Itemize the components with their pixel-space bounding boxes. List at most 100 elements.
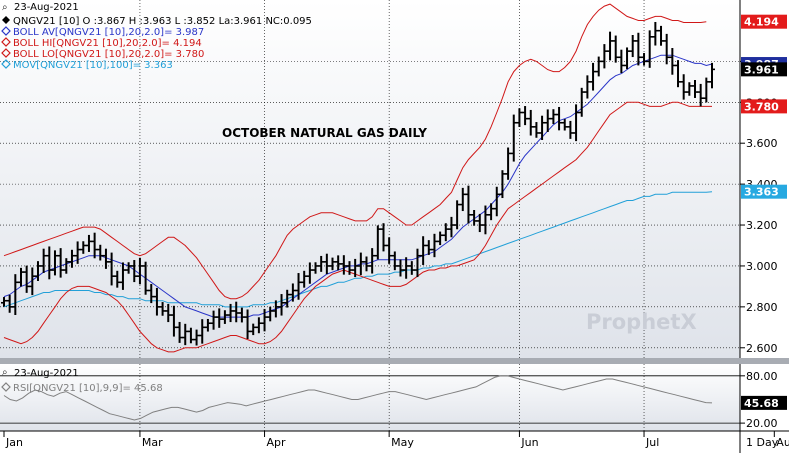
ohlc-bar <box>607 31 614 61</box>
watermark: ProphetX <box>586 310 697 334</box>
price-tick-label: 3.000 <box>746 260 778 273</box>
ohlc-bar <box>193 329 200 346</box>
ohlc-bar <box>108 252 115 286</box>
ohlc-bar <box>136 257 143 285</box>
rsi-axis-ticks: 20.00 80.00 <box>740 370 778 430</box>
price-axis[interactable]: 2.6002.8003.0003.2003.4003.6003.8004.000… <box>739 0 789 358</box>
ohlc-bar <box>119 262 126 290</box>
ohlc-bar <box>182 323 189 346</box>
ohlc-bar <box>425 240 432 255</box>
ohlc-bar <box>34 261 41 281</box>
ohlc-bar <box>386 237 393 264</box>
ohlc-bar <box>80 241 87 254</box>
ohlc-bar <box>63 258 70 274</box>
ohlc-bar <box>482 205 489 235</box>
legend-entry: RSI[QNGV21 [10],9,9]= 45.68 <box>13 383 163 394</box>
legend-entry: BOLL HI[QNGV21 [10],20,2.0]= 4.194 <box>13 38 202 49</box>
rsi-panel[interactable]: ⌕ 23-Aug-2021 RSI[QNGV21 [10],9,9]= 45.6… <box>0 364 775 431</box>
ohlc-bar <box>199 319 206 344</box>
ohlc-bar <box>658 25 665 46</box>
ohlc-bar <box>352 258 359 278</box>
ohlc-bar <box>590 62 597 91</box>
ohlc-bar <box>51 250 58 276</box>
ohlc-bar <box>652 21 659 46</box>
ohlc-bar <box>329 257 336 271</box>
month-label: Jan <box>5 436 23 449</box>
ohlc-bar <box>6 294 13 313</box>
ohlc-bar <box>573 104 580 142</box>
ohlc-bar <box>624 47 631 70</box>
rsi-legend: ⌕ 23-Aug-2021 RSI[QNGV21 [10],9,9]= 45.6… <box>1 367 163 394</box>
ohlc-bar <box>221 310 228 324</box>
ohlc-bar <box>267 306 274 322</box>
ohlc-bar <box>697 83 704 107</box>
ohlc-bar <box>114 270 121 288</box>
ohlc-bar <box>85 234 92 252</box>
rsi-tick-label: 80.00 <box>746 370 778 383</box>
ohlc-bar <box>323 253 330 275</box>
rsi-tick-label: 20.00 <box>746 417 778 430</box>
ohlc-bar <box>255 317 262 334</box>
ohlc-bar <box>522 106 529 126</box>
ohlc-bar <box>238 307 245 323</box>
diamond-icon <box>1 59 11 69</box>
svg-text:3.363: 3.363 <box>744 186 779 199</box>
time-axis[interactable]: Jan Mar Apr May Jun Jul Aug 1 Day <box>0 430 789 453</box>
ohlc-bar <box>544 109 551 133</box>
price-date-label: 23-Aug-2021 <box>14 2 79 13</box>
svg-text:3.780: 3.780 <box>744 100 779 113</box>
ohlc-bar <box>437 231 444 246</box>
ohlc-bar <box>448 216 455 238</box>
ohlc-bar <box>250 323 257 336</box>
ohlc-bar <box>567 120 574 139</box>
ohlc-bar <box>680 74 687 100</box>
ohlc-bar <box>709 62 715 89</box>
ohlc-bar <box>369 248 376 274</box>
ohlc-bar <box>74 241 81 264</box>
ohlc-bar <box>57 248 64 278</box>
ohlc-bar <box>454 200 461 230</box>
rsi-value-tag: 45.68 <box>741 395 787 410</box>
panel-separator[interactable] <box>0 358 789 364</box>
ohlc-bar <box>68 249 75 268</box>
price-tick-label: 3.200 <box>746 219 778 232</box>
ohlc-bar <box>391 251 398 271</box>
rsi-axis[interactable]: 20.00 80.00 45.68 <box>739 364 789 431</box>
ohlc-bars <box>1 21 715 346</box>
magnifier-icon[interactable]: ⌕ <box>2 2 8 13</box>
ohlc-bar <box>97 244 104 261</box>
price-tag: 4.194 <box>741 14 787 29</box>
ohlc-bar <box>612 35 619 63</box>
legend-entry: MOV[QNGV21 [10],100]= 3.363 <box>13 60 173 71</box>
price-panel[interactable]: ProphetX OCTOBER NATURAL GAS DAILY ⌕ 23-… <box>0 0 775 358</box>
ohlc-bar <box>561 119 568 131</box>
ohlc-bar <box>187 327 194 344</box>
ohlc-bar <box>646 30 653 68</box>
month-label: Mar <box>142 436 163 449</box>
ohlc-bar <box>301 270 308 288</box>
ohlc-bar <box>306 262 313 284</box>
ohlc-bar <box>210 310 217 330</box>
price-tick-label: 2.600 <box>746 342 778 355</box>
ohlc-bar <box>584 75 591 99</box>
ohlc-bar <box>493 186 500 217</box>
ohlc-bar <box>91 232 98 259</box>
ohlc-bar <box>102 248 109 269</box>
rsi-magnifier-icon[interactable]: ⌕ <box>2 367 8 378</box>
ohlc-bar <box>284 289 291 308</box>
ohlc-bar <box>618 49 625 74</box>
ohlc-bar <box>669 48 676 75</box>
price-tick-label: 2.800 <box>746 301 778 314</box>
ohlc-bar <box>278 294 285 316</box>
ohlc-bar <box>465 185 472 224</box>
interval-label[interactable]: 1 Day <box>746 436 779 449</box>
svg-text:45.68: 45.68 <box>744 397 779 410</box>
ohlc-bar <box>363 256 370 272</box>
ohlc-bar <box>176 321 183 343</box>
diamond-icon <box>1 48 11 58</box>
moving-average-line <box>3 191 713 308</box>
ohlc-bar <box>471 210 478 226</box>
svg-text:4.194: 4.194 <box>744 16 779 29</box>
ohlc-bar <box>272 300 279 318</box>
